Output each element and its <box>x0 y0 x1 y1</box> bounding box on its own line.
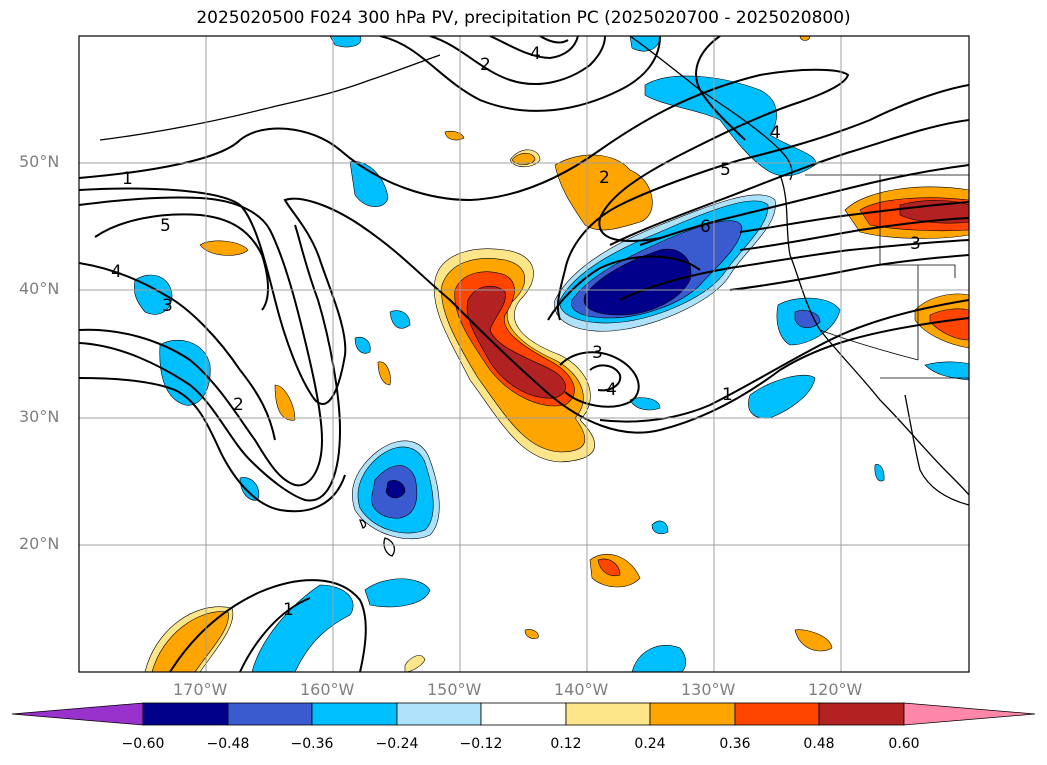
colorbar <box>11 702 1036 726</box>
contour-labels: 1 5 4 3 2 2 4 2 4 5 6 3 3 4 1 1 <box>111 44 921 620</box>
contour-label: 4 <box>111 262 122 282</box>
colorbar-swatch <box>565 702 651 726</box>
colorbar-swatch <box>818 702 905 726</box>
borders <box>805 174 969 379</box>
lat-label: 50°N <box>19 152 60 171</box>
colorbar-tick: 0.36 <box>719 736 751 752</box>
map-title: 2025020500 F024 300 hPa PV, precipitatio… <box>196 8 851 28</box>
gridlines <box>79 36 969 672</box>
lon-label: 120°W <box>808 680 863 699</box>
lat-label: 40°N <box>19 279 60 298</box>
contour-label: 4 <box>606 380 617 400</box>
lon-label: 130°W <box>681 680 736 699</box>
colorbar-swatch <box>142 702 229 726</box>
colorbar-swatch <box>480 702 567 726</box>
contour-label: 2 <box>599 168 610 188</box>
colorbar-tick: −0.60 <box>121 736 165 752</box>
colorbar-swatch-over <box>903 702 1036 726</box>
colorbar-tick: −0.24 <box>375 736 419 752</box>
contour-label: 3 <box>910 234 921 254</box>
contour-label: 3 <box>592 343 603 363</box>
colorbar-swatch <box>311 702 398 726</box>
lon-label: 150°W <box>427 680 482 699</box>
contour-label: 4 <box>770 123 781 143</box>
contour-label: 6 <box>700 217 711 237</box>
colorbar-swatch <box>734 702 820 726</box>
contour-label: 4 <box>530 44 541 64</box>
contour-label: 5 <box>160 216 171 236</box>
lon-label: 160°W <box>300 680 355 699</box>
colorbar-tick: 0.24 <box>634 736 666 752</box>
contour-label: 1 <box>722 385 733 405</box>
plot-frame <box>78 35 970 673</box>
lat-label: 30°N <box>19 407 60 426</box>
colorbar-tick: −0.36 <box>290 736 334 752</box>
colorbar-swatch-under <box>11 702 144 726</box>
colorbar-tick: −0.12 <box>459 736 503 752</box>
contour-label: 1 <box>122 169 133 189</box>
colorbar-tick: 0.12 <box>550 736 582 752</box>
lat-label: 20°N <box>19 534 60 553</box>
lon-label: 170°W <box>173 680 228 699</box>
colorbar-swatch <box>396 702 482 726</box>
precip-shading <box>134 36 969 672</box>
contour-label: 2 <box>480 55 491 75</box>
colorbar-swatch <box>649 702 736 726</box>
contour-label: 2 <box>233 395 244 415</box>
colorbar-tick: 0.48 <box>803 736 835 752</box>
colorbar-tick: 0.60 <box>888 736 920 752</box>
contour-label: 5 <box>720 160 731 180</box>
colorbar-swatch <box>227 702 313 726</box>
lon-label: 140°W <box>554 680 609 699</box>
contour-label: 3 <box>162 296 173 316</box>
pv-contours <box>79 36 969 672</box>
contour-label: 1 <box>283 600 294 620</box>
pv-contour-1 <box>79 68 850 242</box>
colorbar-tick: −0.48 <box>206 736 250 752</box>
